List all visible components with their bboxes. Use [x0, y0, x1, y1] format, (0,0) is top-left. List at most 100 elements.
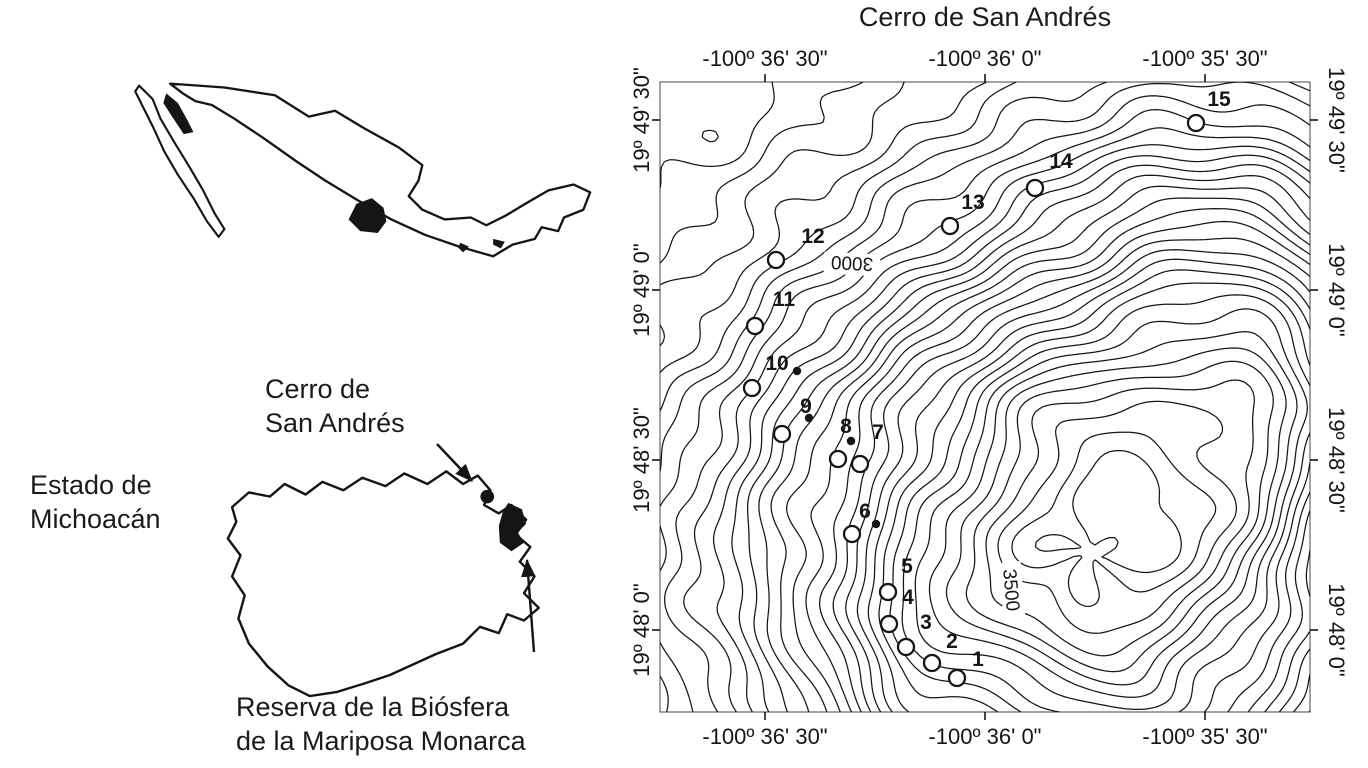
contour-elevation-label-3500: 3500: [998, 561, 1026, 619]
reserva-arrow: [521, 558, 536, 653]
contour-level-3025: [660, 82, 1310, 712]
contour-level-3350: [845, 237, 1310, 712]
contour-level-2925: [660, 82, 864, 264]
lat-tick-label-right: 19º 49' 0": [1324, 243, 1349, 336]
baja-dark-patch: [163, 93, 194, 135]
contour-elevation-label-3000: 3000: [823, 251, 881, 277]
lon-tick-label-bottom: -100º 36' 0": [928, 724, 1041, 749]
site-label-15: 15: [1207, 88, 1231, 111]
site-circle-7: [850, 454, 870, 474]
contour-level-3550: [945, 347, 1287, 686]
contour-level-3275: [805, 197, 1310, 712]
contour-level-3375: [856, 249, 1310, 712]
site-circle-11: [745, 316, 765, 336]
lat-tick-label-left: 19º 48' 30": [629, 407, 654, 513]
contour-level-3650: [1011, 431, 1217, 608]
contour-level-3150: [731, 144, 1310, 712]
site-circle-2: [922, 653, 942, 673]
site-circle-1: [947, 668, 967, 688]
lon-tick-label-bottom: -100º 36' 30": [702, 724, 827, 749]
site-label-8: 8: [840, 415, 852, 438]
site-label-12: 12: [801, 225, 824, 248]
reserva-label-line2: de la Mariposa Monarca: [236, 726, 526, 756]
contour-level-3675: [1034, 449, 1182, 574]
cerro-label-line1: Cerro de: [265, 374, 371, 404]
estado-label-line1: Estado de: [30, 470, 152, 500]
contour-level-3525: [928, 330, 1298, 698]
site-circle-3: [896, 637, 916, 657]
site-circle-6: [842, 524, 862, 544]
cerro-label-line2: San Andrés: [265, 408, 405, 438]
contour-level-3250: [785, 185, 1310, 712]
site-label-6: 6: [859, 500, 871, 523]
site-label-13: 13: [961, 191, 984, 214]
contour-level-2950: [660, 82, 905, 347]
map-title: Cerro de San Andrés: [858, 2, 1112, 32]
site-circle-15: [1186, 113, 1206, 133]
contour-level-3500: [914, 308, 1309, 711]
reserva-biosfera-area: [498, 502, 527, 552]
lat-tick-label-right: 19º 48' 30": [1324, 407, 1349, 513]
michoacan-state-outline: [226, 470, 540, 698]
site-circle-5: [878, 582, 898, 602]
michoacan-highlight-region: [348, 198, 387, 234]
site-label-4: 4: [902, 586, 914, 609]
contour-level-3600: [985, 379, 1255, 657]
southeast-mark-1: [458, 242, 469, 253]
axis-labels: -100º 36' 30" -100º 36' 30" -100º 36' 0" -1…: [629, 46, 1349, 749]
mexico-mainland-outline: [168, 82, 592, 258]
site-label-2: 2: [946, 630, 958, 653]
contour-level-2900: [660, 82, 775, 189]
site-label-14: 14: [1049, 150, 1073, 173]
site-label-5: 5: [901, 555, 913, 578]
site-label-11: 11: [773, 288, 796, 311]
site-circle-14: [1025, 178, 1045, 198]
locator-maps: [134, 82, 592, 698]
cerro-label: Cerro de San Andrés: [265, 372, 405, 440]
site-circle-9: [772, 424, 792, 444]
contour-lines: [660, 82, 1310, 712]
contour-level-3175: [746, 154, 1310, 712]
contour-label-halo: [823, 251, 881, 277]
contour-level-3075: [664, 95, 1310, 712]
lat-tick-label-left: 19º 49' 0": [629, 243, 654, 336]
contour-level-3100: [683, 108, 1310, 712]
site-circle-4: [879, 614, 899, 634]
contour-map: -100º 36' 30" -100º 36' 30" -100º 36' 0" -1…: [629, 46, 1349, 749]
lon-tick-label-top: -100º 36' 0": [928, 46, 1041, 71]
site-label-3: 3: [920, 611, 932, 634]
lon-tick-label-top: -100º 35' 30": [1142, 46, 1267, 71]
site-circle-8: [828, 449, 848, 469]
contour-label-text: 3000: [830, 251, 873, 274]
contour-level-3425: [878, 269, 1310, 712]
cerro-san-andres-dot: [480, 489, 495, 504]
site-label-7: 7: [872, 421, 884, 444]
site-dot-8: [846, 436, 856, 446]
contour-level-2975: [660, 82, 987, 374]
estado-label: Estado de Michoacán: [30, 468, 161, 536]
contour-label-text: 3500: [998, 568, 1023, 612]
site-circle-13: [940, 216, 960, 236]
lat-tick-label-left: 19º 49' 30": [629, 67, 654, 173]
contour-label-halo: [998, 561, 1026, 619]
estado-label-line2: Michoacán: [30, 504, 161, 534]
contour-level-3300: [818, 207, 1310, 712]
site-label-10: 10: [765, 352, 788, 375]
mexico-map: [134, 82, 592, 258]
lat-tick-label-left: 19º 48' 0": [629, 583, 654, 676]
site-label-9: 9: [800, 395, 812, 418]
michoacan-state-map: [226, 470, 540, 698]
site-label-1: 1: [972, 648, 984, 671]
reserva-label-line1: Reserva de la Biósfera: [236, 692, 510, 722]
cerro-arrow: [436, 443, 473, 482]
lon-tick-label-bottom: -100º 35' 30": [1142, 724, 1267, 749]
contour-level-3200: [758, 163, 1310, 712]
contour-level-2875: [701, 129, 719, 143]
site-circle-12: [766, 250, 786, 270]
baja-california-outline: [134, 84, 226, 238]
reserva-label: Reserva de la Biósfera de la Mariposa Mo…: [236, 690, 526, 758]
contour-level-3575: [965, 360, 1274, 673]
map-frame: [659, 81, 1311, 713]
